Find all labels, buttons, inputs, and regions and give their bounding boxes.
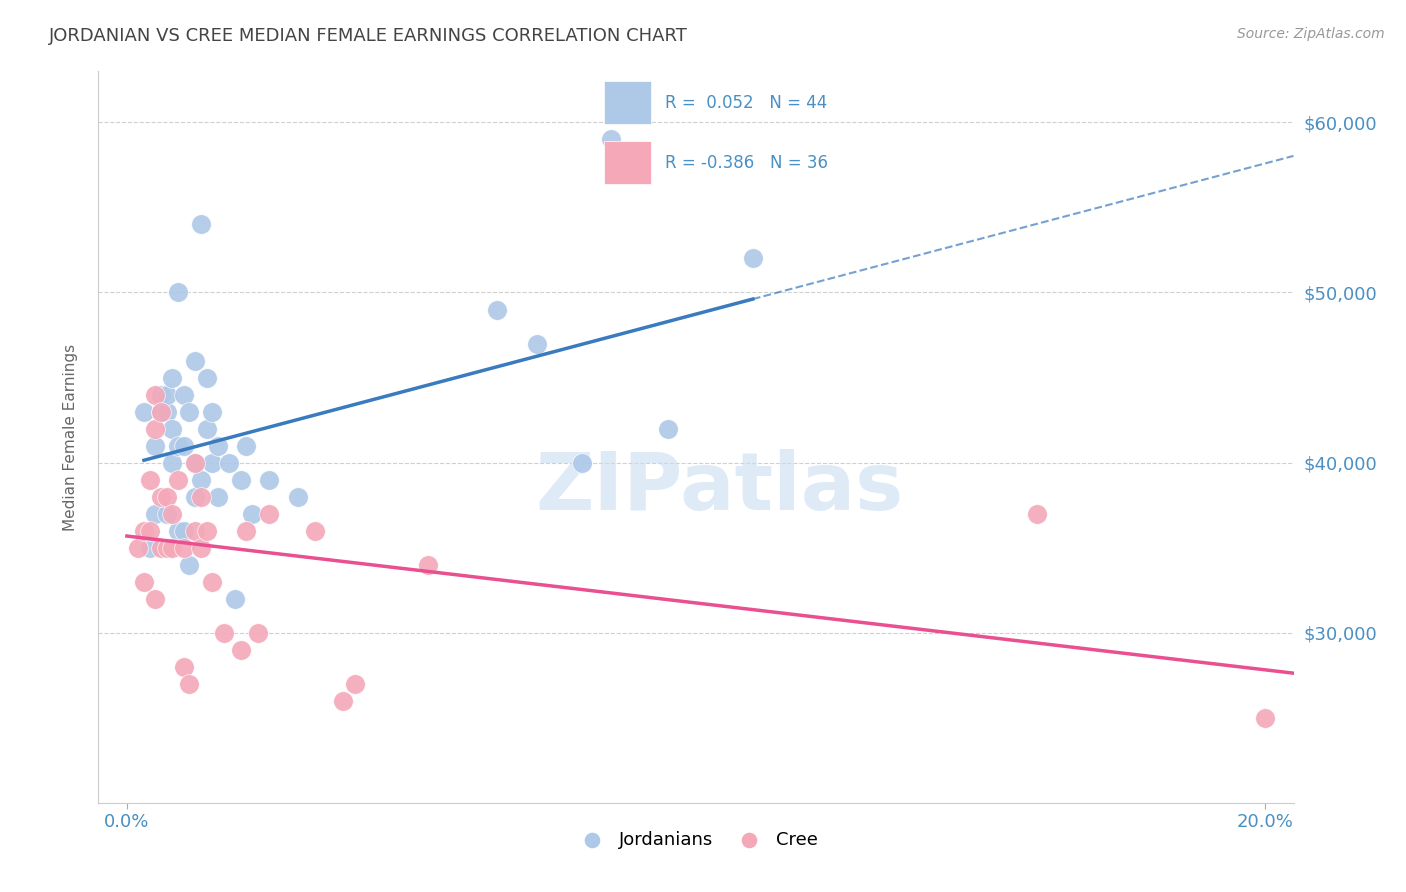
Point	[526, 336, 548, 351]
Text: ZIPatlas: ZIPatlas	[536, 450, 904, 527]
Point	[179, 558, 201, 572]
Point	[150, 404, 173, 418]
Point	[156, 404, 179, 418]
Point	[184, 490, 207, 504]
Point	[184, 456, 207, 470]
Point	[162, 421, 184, 435]
Point	[304, 524, 326, 538]
Point	[132, 404, 155, 418]
Point	[224, 591, 246, 606]
Point	[201, 574, 224, 589]
Point	[179, 677, 201, 691]
Point	[143, 439, 166, 453]
Point	[235, 439, 257, 453]
Point	[173, 439, 195, 453]
Point	[246, 625, 269, 640]
Point	[240, 507, 263, 521]
Point	[143, 387, 166, 401]
Point	[207, 490, 229, 504]
Point	[184, 353, 207, 368]
Point	[138, 541, 160, 555]
Point	[218, 456, 240, 470]
Point	[162, 370, 184, 384]
Text: Source: ZipAtlas.com: Source: ZipAtlas.com	[1237, 27, 1385, 41]
Point	[599, 132, 621, 146]
Point	[162, 507, 184, 521]
Point	[190, 541, 212, 555]
Point	[184, 524, 207, 538]
Point	[143, 421, 166, 435]
Text: JORDANIAN VS CREE MEDIAN FEMALE EARNINGS CORRELATION CHART: JORDANIAN VS CREE MEDIAN FEMALE EARNINGS…	[49, 27, 688, 45]
Point	[143, 507, 166, 521]
Point	[156, 387, 179, 401]
Point	[343, 677, 366, 691]
Point	[207, 439, 229, 453]
Point	[162, 541, 184, 555]
Point	[1026, 507, 1049, 521]
Point	[257, 507, 280, 521]
Point	[162, 456, 184, 470]
Point	[173, 541, 195, 555]
Legend: Jordanians, Cree: Jordanians, Cree	[567, 823, 825, 856]
Point	[138, 473, 160, 487]
Point	[138, 524, 160, 538]
Point	[167, 285, 190, 300]
Point	[150, 490, 173, 504]
Point	[173, 387, 195, 401]
Point	[150, 404, 173, 418]
Point	[173, 524, 195, 538]
Bar	[605, 81, 651, 124]
Point	[741, 252, 763, 266]
Point	[190, 490, 212, 504]
Point	[229, 642, 252, 657]
Point	[190, 473, 212, 487]
Point	[195, 524, 218, 538]
Point	[212, 625, 235, 640]
Point	[657, 421, 679, 435]
Point	[156, 507, 179, 521]
Point	[184, 456, 207, 470]
Point	[127, 541, 149, 555]
Point	[195, 421, 218, 435]
Point	[167, 439, 190, 453]
Point	[167, 524, 190, 538]
Point	[201, 404, 224, 418]
Point	[167, 473, 190, 487]
Point	[156, 541, 179, 555]
Point	[150, 541, 173, 555]
Text: R = -0.386   N = 36: R = -0.386 N = 36	[665, 153, 828, 171]
Point	[132, 524, 155, 538]
Point	[485, 302, 508, 317]
Y-axis label: Median Female Earnings: Median Female Earnings	[63, 343, 77, 531]
Point	[571, 456, 593, 470]
Bar	[605, 141, 651, 184]
Point	[132, 574, 155, 589]
Point	[235, 524, 257, 538]
Point	[143, 591, 166, 606]
Point	[257, 473, 280, 487]
Point	[195, 370, 218, 384]
Point	[229, 473, 252, 487]
Point	[418, 558, 440, 572]
Point	[201, 456, 224, 470]
Text: R =  0.052   N = 44: R = 0.052 N = 44	[665, 94, 827, 112]
Point	[1254, 711, 1277, 725]
Point	[150, 387, 173, 401]
Point	[190, 218, 212, 232]
Point	[179, 404, 201, 418]
Point	[287, 490, 309, 504]
Point	[332, 694, 354, 708]
Point	[173, 659, 195, 673]
Point	[156, 490, 179, 504]
